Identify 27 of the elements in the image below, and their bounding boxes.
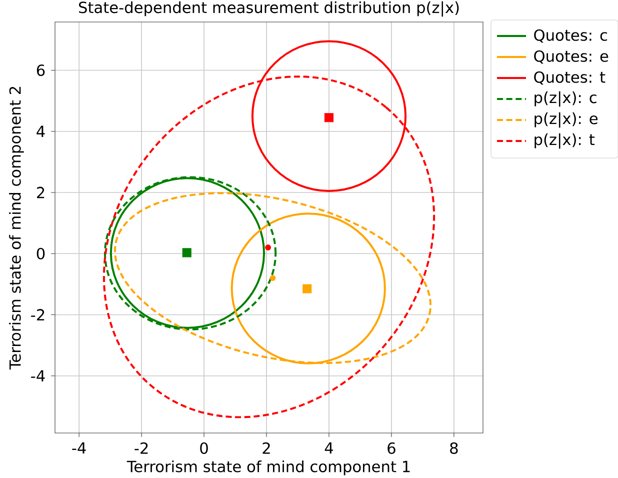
point: [302, 284, 312, 294]
text: Quotes: c: [534, 29, 608, 43]
x-tick-label: 4: [324, 442, 333, 454]
y-tick-label: 4: [36, 126, 45, 137]
y-tick-label: -2: [31, 309, 44, 320]
y-tick-label: 2: [37, 186, 44, 198]
x-axis-title: Terrorism state of mind component 1: [126, 460, 410, 476]
x-tick-label: 6: [388, 442, 396, 454]
x-tick-label: 2: [262, 442, 270, 454]
x-tick-label: -2: [134, 442, 148, 454]
y-tick-label: 0: [36, 248, 45, 260]
x-tick-label: 8: [450, 442, 458, 454]
x-tick-label: -4: [72, 442, 86, 454]
y-tick-label: 6: [36, 64, 45, 76]
point: [270, 275, 276, 281]
point: [182, 248, 192, 258]
text: Quotes: e: [534, 50, 608, 64]
y-axis-title: Terrorism state of mind component 2: [9, 86, 24, 370]
point: [265, 244, 271, 250]
text: p(z|x): e: [534, 112, 598, 128]
x-tick-label: 0: [200, 442, 208, 454]
y-tick-label: -4: [31, 370, 45, 382]
text: p(z|x): t: [534, 133, 595, 149]
point: [324, 113, 334, 122]
text: Quotes: t: [534, 71, 606, 85]
chart-title: State-dependent measurement distribution p(z|x): [78, 1, 459, 17]
text: p(z|x): c: [534, 91, 596, 107]
